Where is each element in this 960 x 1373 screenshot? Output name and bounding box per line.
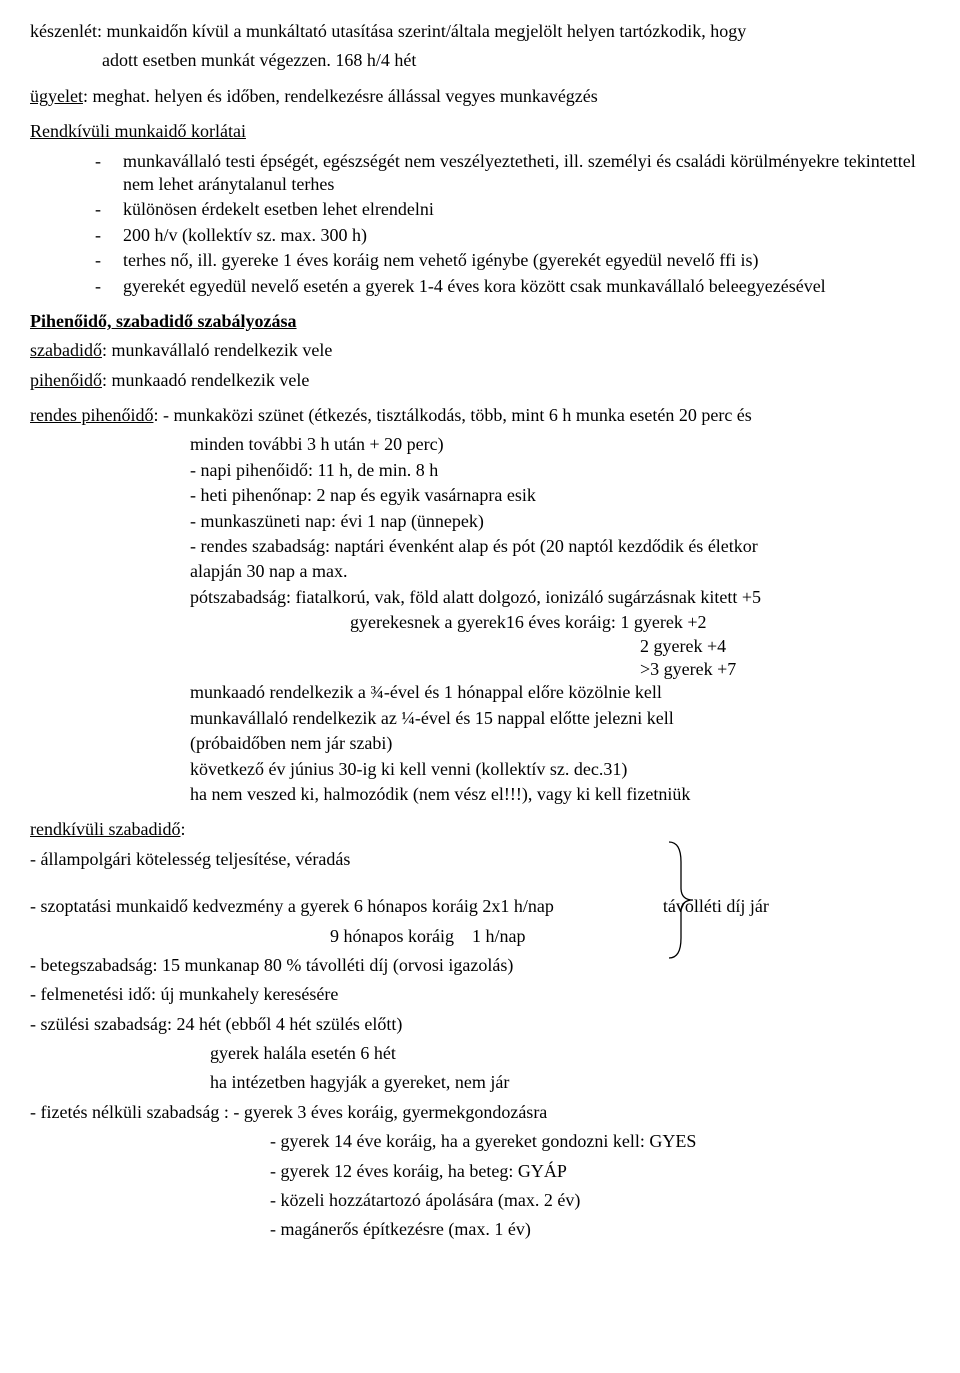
- text-line: minden további 3 h után + 20 perc): [190, 433, 930, 456]
- text-line: - rendes szabadság: naptári évenként ala…: [190, 535, 930, 558]
- text-line: 9 hónapos koráig 1 h/nap: [330, 925, 930, 948]
- sub-block: 2 gyerek +4 >3 gyerek +7: [640, 635, 930, 682]
- text-line: - munkaszüneti nap: évi 1 nap (ünnepek): [190, 510, 930, 533]
- section-ugyelet: ügyelet: meghat. helyen és időben, rende…: [30, 85, 930, 108]
- text-inline: : - munkaközi szünet (étkezés, tisztálko…: [153, 405, 751, 425]
- text-line: - magánerős építkezésre (max. 1 év): [270, 1218, 930, 1241]
- text-line: alapján 30 nap a max.: [190, 560, 930, 583]
- text-line: >3 gyerek +7: [640, 658, 930, 681]
- list-item: 200 h/v (kollektív sz. max. 300 h): [95, 224, 930, 247]
- text-inline: : meghat. helyen és időben, rendelkezésr…: [83, 86, 598, 106]
- text-line: munkaadó rendelkezik a ¾-ével és 1 hónap…: [190, 681, 930, 704]
- text-line: adott esetben munkát végezzen. 168 h/4 h…: [102, 49, 930, 72]
- colon: :: [180, 819, 185, 839]
- sub-block: minden további 3 h után + 20 perc) - nap…: [190, 433, 930, 609]
- label: rendkívüli szabadidő: [30, 819, 180, 839]
- section-keszenlet: készenlét: munkaidőn kívül a munkáltató …: [30, 20, 930, 73]
- text-line: ha nem veszed ki, halmozódik (nem vész e…: [190, 783, 930, 806]
- text-line: - szülési szabadság: 24 hét (ebből 4 hét…: [30, 1013, 930, 1036]
- list-item: munkavállaló testi épségét, egészségét n…: [95, 150, 930, 197]
- text-line: készenlét: munkaidőn kívül a munkáltató …: [30, 20, 930, 43]
- label-ugyelet: ügyelet: [30, 86, 83, 106]
- list-item: terhes nő, ill. gyereke 1 éves koráig ne…: [95, 249, 930, 272]
- text-line: (próbaidőben nem jár szabi): [190, 732, 930, 755]
- text-tavolleti: távolléti díj jár: [663, 896, 769, 916]
- text-line: - betegszabadság: 15 munkanap 80 % távol…: [30, 954, 930, 977]
- text-line: - szoptatási munkaidő kedvezmény a gyere…: [30, 895, 930, 918]
- text-inline: - szoptatási munkaidő kedvezmény a gyere…: [30, 896, 554, 916]
- text-line: pótszabadság: fiatalkorú, vak, föld alat…: [190, 586, 930, 609]
- heading: Rendkívüli munkaidő korlátai: [30, 120, 930, 143]
- section-pihenoido-heading: Pihenőidő, szabadidő szabályozása szabad…: [30, 310, 930, 392]
- spacer: [30, 877, 930, 895]
- text-line: következő év június 30-ig ki kell venni …: [190, 758, 930, 781]
- text-line: - állampolgári kötelesség teljesítése, v…: [30, 848, 930, 871]
- text-line: - közeli hozzátartozó ápolására (max. 2 …: [270, 1189, 930, 1212]
- heading-bold: Pihenőidő, szabadidő szabályozása: [30, 310, 930, 333]
- text-line: - napi pihenőidő: 11 h, de min. 8 h: [190, 459, 930, 482]
- text-inline: : munkaadó rendelkezik vele: [102, 370, 309, 390]
- text-line: ha intézetben hagyják a gyereket, nem já…: [210, 1071, 930, 1094]
- text-line: - gyerek 14 éve koráig, ha a gyereket go…: [270, 1130, 930, 1153]
- text-line: - gyerek 12 éves koráig, ha beteg: GYÁP: [270, 1160, 930, 1183]
- bullet-list: munkavállaló testi épségét, egészségét n…: [30, 150, 930, 298]
- text-line: pihenőidő: munkaadó rendelkezik vele: [30, 369, 930, 392]
- list-item: különösen érdekelt esetben lehet elrende…: [95, 198, 930, 221]
- text-line: gyerekesnek a gyerek16 éves koráig: 1 gy…: [350, 611, 930, 634]
- section-rendkivuli-szabadido: rendkívüli szabadidő: - állampolgári köt…: [30, 818, 930, 1241]
- text-line: 2 gyerek +4: [640, 635, 930, 658]
- sub-block: munkaadó rendelkezik a ¾-ével és 1 hónap…: [190, 681, 930, 806]
- text-line: rendkívüli szabadidő:: [30, 818, 930, 841]
- text-line: - fizetés nélküli szabadság : - gyerek 3…: [30, 1101, 930, 1124]
- label: pihenőidő: [30, 370, 102, 390]
- text-line: - felmenetési idő: új munkahely keresésé…: [30, 983, 930, 1006]
- sub-block: gyerekesnek a gyerek16 éves koráig: 1 gy…: [350, 611, 930, 634]
- label: szabadidő: [30, 340, 102, 360]
- section-rendkivuli-munkaido: Rendkívüli munkaidő korlátai munkavállal…: [30, 120, 930, 298]
- text-inline: : munkavállaló rendelkezik vele: [102, 340, 332, 360]
- text-line: szabadidő: munkavállaló rendelkezik vele: [30, 339, 930, 362]
- section-rendes-pihenoido: rendes pihenőidő: - munkaközi szünet (ét…: [30, 404, 930, 806]
- list-item: gyerekét egyedül nevelő esetén a gyerek …: [95, 275, 930, 298]
- text-line: gyerek halála esetén 6 hét: [210, 1042, 930, 1065]
- text-line: rendes pihenőidő: - munkaközi szünet (ét…: [30, 404, 930, 427]
- text-line: munkavállaló rendelkezik az ¼-ével és 15…: [190, 707, 930, 730]
- text-line: - heti pihenőnap: 2 nap és egyik vasárna…: [190, 484, 930, 507]
- label: rendes pihenőidő: [30, 405, 153, 425]
